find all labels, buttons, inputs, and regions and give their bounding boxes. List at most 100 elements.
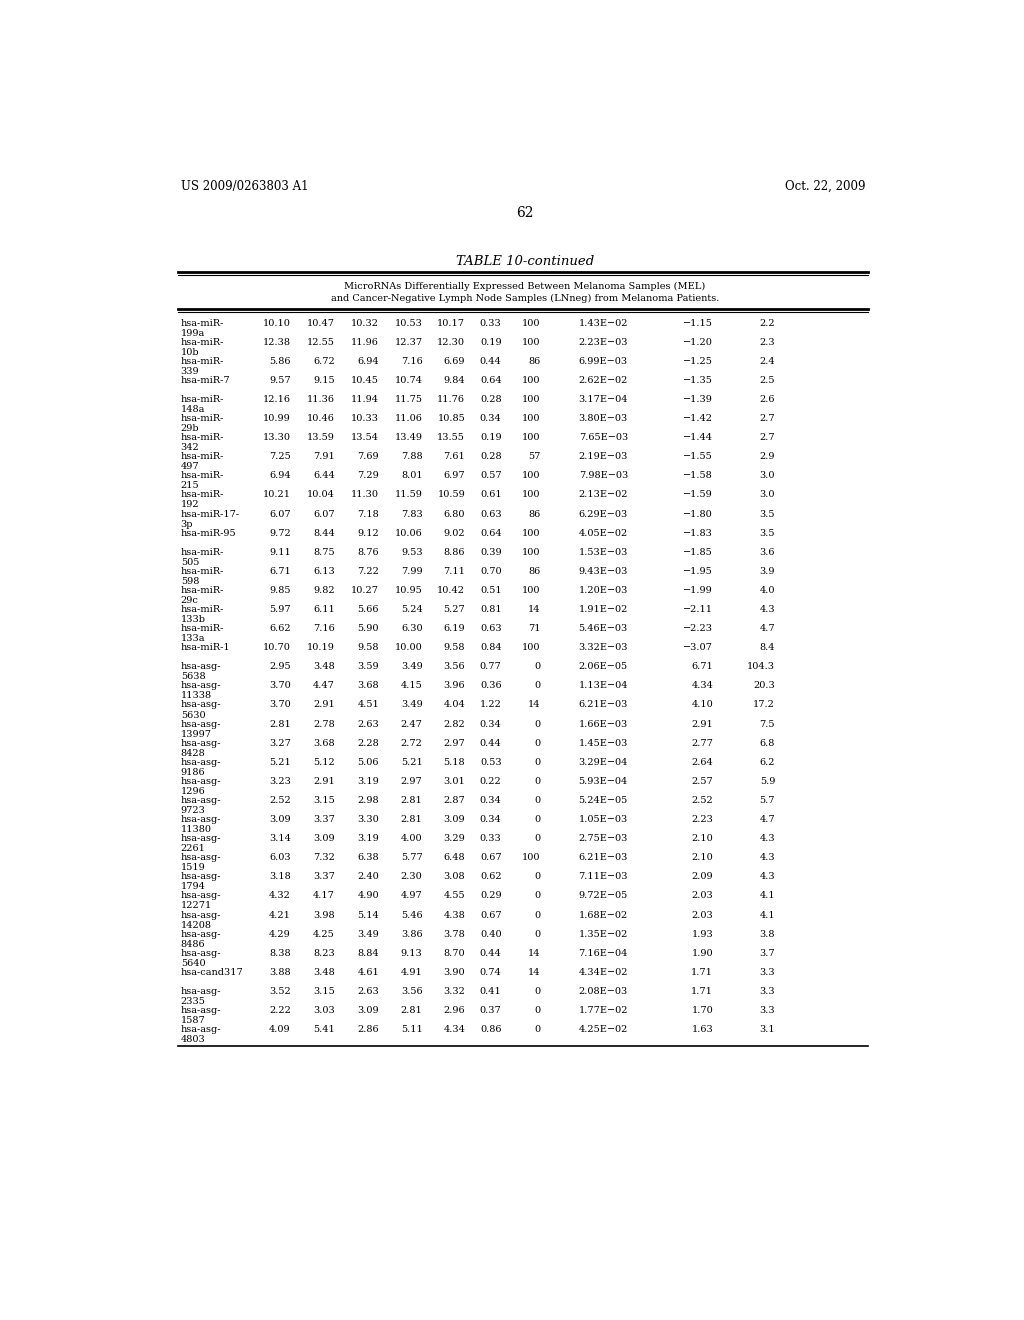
Text: 0: 0: [535, 929, 541, 939]
Text: MicroRNAs Differentially Expressed Between Melanoma Samples (MEL): MicroRNAs Differentially Expressed Betwe…: [344, 281, 706, 290]
Text: 6.8: 6.8: [760, 739, 775, 747]
Text: 100: 100: [522, 643, 541, 652]
Text: hsa-asg-
14208: hsa-asg- 14208: [180, 911, 221, 929]
Text: 11.59: 11.59: [394, 491, 423, 499]
Text: 0.39: 0.39: [480, 548, 502, 557]
Text: 0.33: 0.33: [480, 834, 502, 843]
Text: 0.44: 0.44: [480, 356, 502, 366]
Text: 100: 100: [522, 548, 541, 557]
Text: −1.35: −1.35: [683, 376, 713, 385]
Text: 2.08E−03: 2.08E−03: [579, 987, 628, 995]
Text: hsa-miR-17-
3p: hsa-miR-17- 3p: [180, 510, 240, 528]
Text: 5.46E−03: 5.46E−03: [579, 624, 628, 634]
Text: 3.29: 3.29: [443, 834, 465, 843]
Text: 0.53: 0.53: [480, 758, 502, 767]
Text: 100: 100: [522, 318, 541, 327]
Text: hsa-miR-
133a: hsa-miR- 133a: [180, 624, 224, 643]
Text: 3.19: 3.19: [357, 834, 379, 843]
Text: 0: 0: [535, 719, 541, 729]
Text: 1.63: 1.63: [691, 1026, 713, 1034]
Text: 3.23: 3.23: [269, 777, 291, 785]
Text: 7.98E−03: 7.98E−03: [579, 471, 628, 480]
Text: 6.21E−03: 6.21E−03: [579, 853, 628, 862]
Text: 3.49: 3.49: [400, 701, 423, 709]
Text: 0.36: 0.36: [480, 681, 502, 690]
Text: 6.71: 6.71: [691, 663, 713, 672]
Text: 2.63: 2.63: [357, 987, 379, 995]
Text: 3.49: 3.49: [400, 663, 423, 672]
Text: 6.99E−03: 6.99E−03: [579, 356, 628, 366]
Text: 100: 100: [522, 395, 541, 404]
Text: 2.87: 2.87: [443, 796, 465, 805]
Text: 2.10: 2.10: [691, 834, 713, 843]
Text: 3.96: 3.96: [443, 681, 465, 690]
Text: 10.45: 10.45: [351, 376, 379, 385]
Text: 5.21: 5.21: [269, 758, 291, 767]
Text: 4.25E−02: 4.25E−02: [579, 1026, 628, 1034]
Text: 0.70: 0.70: [480, 566, 502, 576]
Text: 2.09: 2.09: [691, 873, 713, 882]
Text: 8.4: 8.4: [760, 643, 775, 652]
Text: 5.77: 5.77: [400, 853, 423, 862]
Text: 7.16: 7.16: [400, 356, 423, 366]
Text: 9.53: 9.53: [400, 548, 423, 557]
Text: hsa-miR-
29b: hsa-miR- 29b: [180, 414, 224, 433]
Text: 7.22: 7.22: [357, 566, 379, 576]
Text: 3.18: 3.18: [269, 873, 291, 882]
Text: 0: 0: [535, 814, 541, 824]
Text: 7.83: 7.83: [400, 510, 423, 519]
Text: hsa-asg-
1794: hsa-asg- 1794: [180, 873, 221, 891]
Text: 3.37: 3.37: [313, 873, 335, 882]
Text: −1.20: −1.20: [683, 338, 713, 347]
Text: 6.80: 6.80: [443, 510, 465, 519]
Text: 3.78: 3.78: [443, 929, 465, 939]
Text: 0.22: 0.22: [480, 777, 502, 785]
Text: 7.11E−03: 7.11E−03: [579, 873, 628, 882]
Text: 5.90: 5.90: [357, 624, 379, 634]
Text: 9.72: 9.72: [269, 528, 291, 537]
Text: 10.17: 10.17: [437, 318, 465, 327]
Text: 5.24: 5.24: [400, 605, 423, 614]
Text: 4.25: 4.25: [313, 929, 335, 939]
Text: 7.5: 7.5: [760, 719, 775, 729]
Text: 1.43E−02: 1.43E−02: [579, 318, 628, 327]
Text: 100: 100: [522, 376, 541, 385]
Text: 86: 86: [528, 356, 541, 366]
Text: 9.58: 9.58: [357, 643, 379, 652]
Text: 5.86: 5.86: [269, 356, 291, 366]
Text: 0.40: 0.40: [480, 929, 502, 939]
Text: 14: 14: [527, 949, 541, 958]
Text: 3.32E−03: 3.32E−03: [579, 643, 628, 652]
Text: −1.85: −1.85: [683, 548, 713, 557]
Text: hsa-asg-
11338: hsa-asg- 11338: [180, 681, 221, 701]
Text: 2.47: 2.47: [400, 719, 423, 729]
Text: 5.06: 5.06: [357, 758, 379, 767]
Text: 4.34: 4.34: [443, 1026, 465, 1034]
Text: 0: 0: [535, 987, 541, 995]
Text: 4.32: 4.32: [269, 891, 291, 900]
Text: 5.66: 5.66: [357, 605, 379, 614]
Text: 7.65E−03: 7.65E−03: [579, 433, 628, 442]
Text: 12.55: 12.55: [307, 338, 335, 347]
Text: 1.71: 1.71: [691, 968, 713, 977]
Text: 17.2: 17.2: [754, 701, 775, 709]
Text: −1.44: −1.44: [683, 433, 713, 442]
Text: 4.3: 4.3: [760, 853, 775, 862]
Text: 0.81: 0.81: [480, 605, 502, 614]
Text: 0: 0: [535, 834, 541, 843]
Text: 3.29E−04: 3.29E−04: [579, 758, 628, 767]
Text: 10.85: 10.85: [437, 414, 465, 422]
Text: hsa-miR-
215: hsa-miR- 215: [180, 471, 224, 490]
Text: 9.84: 9.84: [443, 376, 465, 385]
Text: 3.09: 3.09: [313, 834, 335, 843]
Text: 2.63: 2.63: [357, 719, 379, 729]
Text: 5.27: 5.27: [443, 605, 465, 614]
Text: 8.84: 8.84: [357, 949, 379, 958]
Text: 2.91: 2.91: [313, 701, 335, 709]
Text: 0.67: 0.67: [480, 911, 502, 920]
Text: 1.90: 1.90: [691, 949, 713, 958]
Text: 3.01: 3.01: [443, 777, 465, 785]
Text: 4.04: 4.04: [443, 701, 465, 709]
Text: 0.37: 0.37: [480, 1006, 502, 1015]
Text: 2.06E−05: 2.06E−05: [579, 663, 628, 672]
